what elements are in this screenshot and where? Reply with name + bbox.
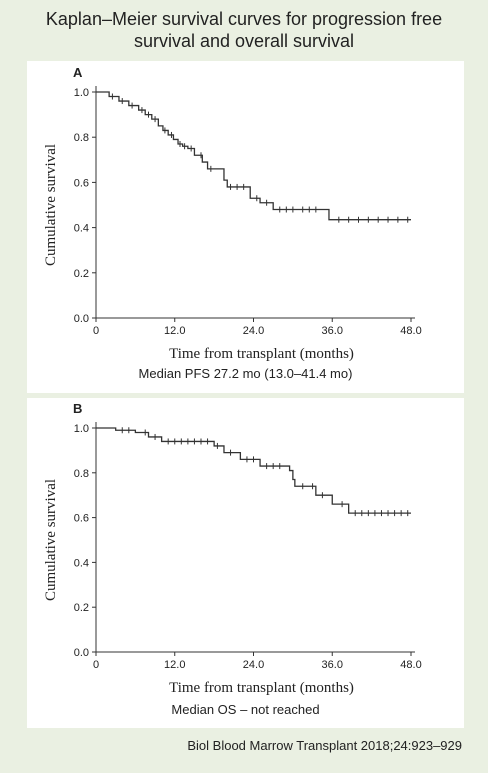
x-tick-label: 36.0 bbox=[322, 325, 343, 337]
figure-title-line1: Kaplan–Meier survival curves for progres… bbox=[45, 9, 443, 29]
x-tick-label: 36.0 bbox=[322, 659, 343, 671]
y-tick-label: 0.2 bbox=[74, 268, 89, 280]
y-tick-label: 0.8 bbox=[74, 468, 89, 480]
x-tick-label: 48.0 bbox=[400, 325, 421, 337]
chart-b-caption: Median OS – not reached bbox=[171, 702, 320, 717]
x-axis-label: Time from transplant (months) bbox=[169, 346, 354, 362]
survival-curve bbox=[96, 427, 411, 514]
figure-title-line2: survival and overall survival bbox=[133, 31, 355, 51]
chart-panel-a: A 0.0 0.2 0.4 0.6 0.8 1.0 0 12.0 24.0 36.0 48.0 Time… bbox=[27, 61, 464, 393]
x-tick-label: 24.0 bbox=[243, 325, 264, 337]
x-tick-label: 0 bbox=[93, 325, 99, 337]
y-tick-label: 1.0 bbox=[74, 87, 89, 99]
figure-title: Kaplan–Meier survival curves for progres… bbox=[0, 8, 488, 52]
y-tick-label: 0.0 bbox=[74, 313, 89, 325]
panel-label: A bbox=[73, 65, 83, 80]
chart-b-svg: B 0.0 0.2 0.4 0.6 0.8 1.0 0 12.0 24.0 36.0 48.0 Time… bbox=[43, 401, 422, 696]
y-tick-label: 1.0 bbox=[74, 423, 89, 435]
survival-curve bbox=[96, 91, 411, 221]
chart-panel-b: B 0.0 0.2 0.4 0.6 0.8 1.0 0 12.0 24.0 36.0 48.0 Time… bbox=[27, 398, 464, 728]
panel-label: B bbox=[73, 401, 82, 416]
x-tick-label: 12.0 bbox=[164, 659, 185, 671]
y-tick-label: 0.8 bbox=[74, 132, 89, 144]
y-tick-label: 0.4 bbox=[74, 223, 89, 235]
chart-a-svg: A 0.0 0.2 0.4 0.6 0.8 1.0 0 12.0 24.0 36.0 48.0 Time… bbox=[43, 65, 422, 362]
x-tick-label: 24.0 bbox=[243, 659, 264, 671]
source-citation: Biol Blood Marrow Transplant 2018;24:923… bbox=[187, 738, 462, 753]
chart-a-caption: Median PFS 27.2 mo (13.0–41.4 mo) bbox=[138, 366, 353, 381]
y-tick-label: 0.2 bbox=[74, 602, 89, 614]
x-tick-label: 0 bbox=[93, 659, 99, 671]
y-axis-label: Cumulative survival bbox=[43, 144, 59, 266]
y-tick-label: 0.6 bbox=[74, 513, 89, 525]
y-tick-label: 0.4 bbox=[74, 557, 89, 569]
x-tick-label: 12.0 bbox=[164, 325, 185, 337]
x-tick-label: 48.0 bbox=[400, 659, 421, 671]
y-tick-label: 0.0 bbox=[74, 647, 89, 659]
y-tick-label: 0.6 bbox=[74, 177, 89, 189]
y-axis-label: Cumulative survival bbox=[43, 479, 59, 601]
x-axis-label: Time from transplant (months) bbox=[169, 680, 354, 696]
